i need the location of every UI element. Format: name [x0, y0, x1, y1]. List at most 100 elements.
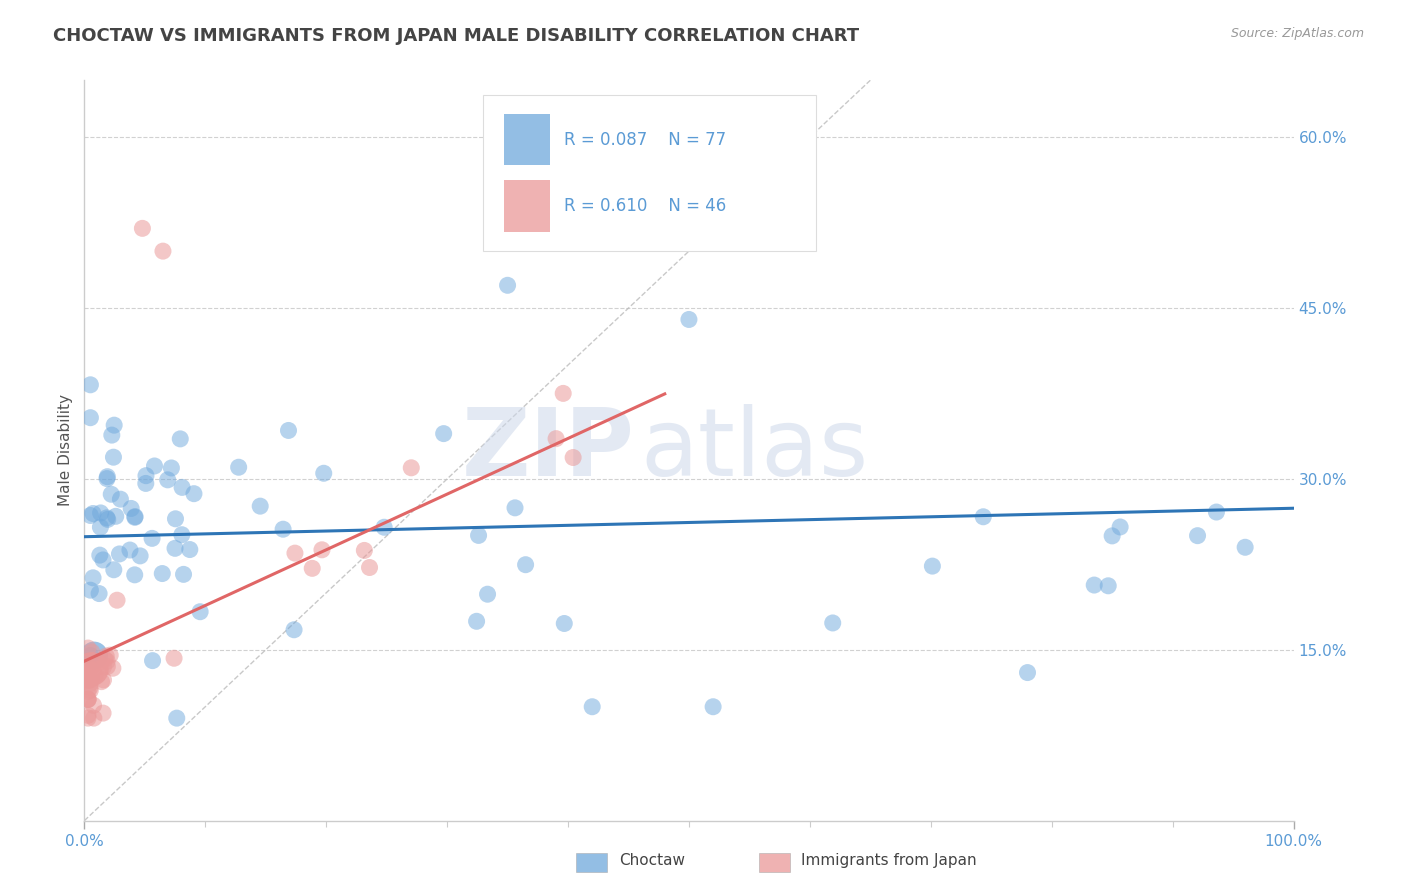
Point — [101, 661, 124, 675]
Point — [96, 511, 118, 525]
Point — [80, 645, 103, 659]
Point — [83, 648, 105, 663]
Point — [77, 684, 100, 698]
Point — [131, 221, 153, 235]
Point — [77, 711, 100, 725]
Point — [103, 563, 125, 577]
Point — [77, 692, 100, 706]
Point — [79, 410, 101, 425]
Point — [165, 512, 187, 526]
Point — [90, 506, 112, 520]
Point — [179, 542, 201, 557]
Point — [581, 699, 603, 714]
Point — [143, 458, 166, 473]
Point — [163, 541, 186, 556]
Point — [1101, 529, 1123, 543]
Point — [553, 616, 575, 631]
Point — [503, 500, 526, 515]
Point — [359, 560, 381, 574]
Point — [465, 615, 488, 629]
Point — [166, 711, 188, 725]
Point — [183, 486, 205, 500]
Point — [77, 692, 100, 706]
Point — [972, 509, 994, 524]
Point — [821, 615, 844, 630]
Text: CHOCTAW VS IMMIGRANTS FROM JAPAN MALE DISABILITY CORRELATION CHART: CHOCTAW VS IMMIGRANTS FROM JAPAN MALE DI… — [53, 27, 859, 45]
Point — [80, 660, 103, 674]
Text: Choctaw: Choctaw — [619, 854, 685, 868]
Point — [79, 676, 101, 690]
Text: ZIP: ZIP — [461, 404, 634, 497]
Point — [515, 558, 537, 572]
Point — [103, 450, 125, 465]
Point — [79, 377, 101, 392]
Point — [96, 659, 118, 673]
Point — [110, 492, 132, 507]
Point — [79, 680, 101, 694]
Point — [105, 593, 128, 607]
Point — [496, 278, 519, 293]
Point — [544, 432, 567, 446]
Point — [1205, 505, 1227, 519]
Point — [87, 586, 110, 600]
Point — [83, 711, 105, 725]
Point — [135, 476, 157, 491]
Text: R = 0.087    N = 77: R = 0.087 N = 77 — [564, 130, 727, 148]
Point — [312, 467, 335, 481]
Point — [678, 312, 700, 326]
Text: R = 0.610    N = 46: R = 0.610 N = 46 — [564, 197, 727, 215]
Point — [170, 527, 193, 541]
Point — [921, 559, 943, 574]
Point — [1017, 665, 1039, 680]
Point — [353, 543, 375, 558]
Point — [101, 428, 124, 442]
Point — [277, 424, 299, 438]
Point — [79, 648, 101, 663]
Point — [96, 649, 118, 664]
Point — [373, 520, 395, 534]
Point — [124, 510, 146, 524]
Point — [82, 507, 104, 521]
Point — [1234, 541, 1257, 555]
Point — [79, 673, 101, 688]
Point — [104, 509, 127, 524]
Point — [97, 512, 120, 526]
Point — [553, 386, 575, 401]
Point — [79, 683, 101, 698]
Point — [82, 663, 104, 677]
Point — [163, 651, 186, 665]
Point — [1187, 529, 1209, 543]
Point — [150, 566, 173, 581]
Point — [284, 546, 307, 560]
Point — [77, 658, 100, 673]
Point — [129, 549, 152, 563]
Point — [124, 509, 146, 524]
Point — [156, 473, 179, 487]
Point — [271, 522, 294, 536]
Point — [1083, 578, 1105, 592]
Point — [124, 567, 146, 582]
Point — [169, 432, 191, 446]
Point — [91, 706, 114, 720]
Point — [77, 641, 100, 656]
FancyBboxPatch shape — [503, 180, 550, 232]
Text: Immigrants from Japan: Immigrants from Japan — [801, 854, 977, 868]
Point — [80, 662, 103, 676]
Point — [84, 668, 107, 682]
Point — [108, 547, 131, 561]
Point — [141, 532, 163, 546]
Point — [91, 553, 114, 567]
Point — [118, 543, 141, 558]
Point — [93, 652, 115, 666]
Point — [96, 472, 118, 486]
Y-axis label: Male Disability: Male Disability — [58, 394, 73, 507]
Point — [160, 461, 183, 475]
Point — [82, 571, 104, 585]
Point — [1109, 520, 1132, 534]
Point — [283, 623, 305, 637]
Point — [188, 605, 211, 619]
Point — [79, 583, 101, 598]
Point — [89, 520, 111, 534]
Point — [141, 654, 163, 668]
Point — [702, 699, 724, 714]
